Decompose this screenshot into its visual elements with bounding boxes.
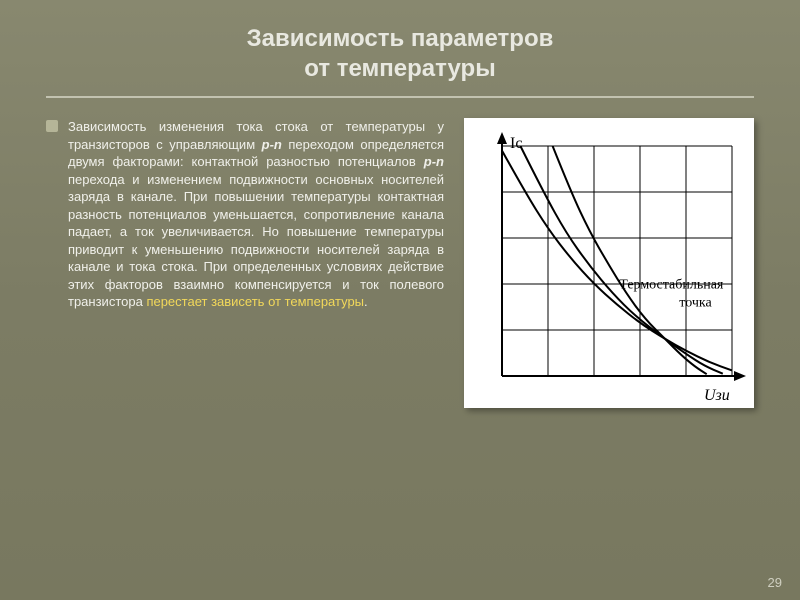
chart-column: Iс Uзи Термостабильная точка	[464, 118, 754, 408]
title-divider	[46, 96, 754, 98]
slide-title: Зависимость параметров от температуры	[46, 24, 754, 84]
body-paragraph: Зависимость изменения тока стока от темп…	[68, 118, 444, 311]
svg-text:Uзи: Uзи	[704, 387, 730, 404]
bullet-icon	[46, 120, 58, 132]
chart-svg: Iс Uзи Термостабильная точка	[464, 118, 754, 408]
svg-text:точка: точка	[679, 296, 712, 311]
content-row: Зависимость изменения тока стока от темп…	[46, 118, 754, 408]
page-number: 29	[768, 575, 782, 590]
title-line-2: от температуры	[304, 55, 495, 82]
body-text-column: Зависимость изменения тока стока от темп…	[46, 118, 444, 311]
title-line-1: Зависимость параметров	[247, 25, 554, 52]
svg-text:Iс: Iс	[510, 135, 522, 152]
slide: Зависимость параметров от температуры За…	[0, 0, 800, 600]
thermostable-chart: Iс Uзи Термостабильная точка	[464, 118, 754, 408]
svg-text:Термостабильная: Термостабильная	[619, 278, 724, 293]
